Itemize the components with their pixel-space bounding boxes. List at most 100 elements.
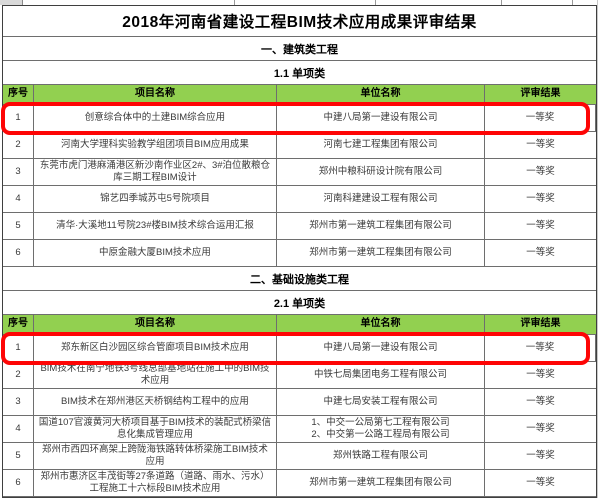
table-section: 二、基础设施类工程 2.1 单项类 序号 项目名称 单位名称 评审结果 1 郑东… bbox=[1, 267, 596, 497]
unit-name-cell: 郑州市第一建筑工程集团有限公司 bbox=[277, 213, 485, 239]
row-number-cell: 3 bbox=[3, 389, 34, 415]
table-row: 4 锦艺四季城苏屯5号院项目 河南科建建设工程有限公司 一等奖 bbox=[3, 186, 596, 213]
unit-line: 河南七建工程集团有限公司 bbox=[323, 139, 438, 151]
row-number-cell: 2 bbox=[3, 132, 34, 158]
row-number-cell: 5 bbox=[3, 443, 34, 469]
project-name-cell: 郑州市惠济区丰茂街等27条道路（道路、雨水、污水）工程施工十六标段BIM技术应用 bbox=[34, 470, 277, 496]
table-row: 5 郑州市西四环高架上跨陇海铁路转体桥梁施工BIM技术应用 郑州铁路工程有限公司… bbox=[3, 443, 596, 470]
table-row: 6 中原金融大厦BIM技术应用 郑州市第一建筑工程集团有限公司 一等奖 bbox=[3, 240, 596, 267]
table-row: 4 国道107官渡黄河大桥项目基于BIM技术的装配式桥梁信息化集成管理应用 1、… bbox=[3, 416, 596, 443]
column-header-row: 序号 项目名称 单位名称 评审结果 bbox=[3, 315, 596, 335]
project-name-cell: 郑东新区白沙园区综合管廊项目BIM技术应用 bbox=[34, 335, 277, 361]
unit-line: 河南科建建设工程有限公司 bbox=[323, 193, 438, 205]
review-result-cell: 一等奖 bbox=[526, 477, 555, 489]
unit-name-cell: 中建八局第一建设有限公司 bbox=[277, 335, 485, 361]
section-rows: 1 郑东新区白沙园区综合管廊项目BIM技术应用 中建八局第一建设有限公司 一等奖… bbox=[1, 332, 596, 497]
table-row: 3 BIM技术在郑州港区天桥钢结构工程中的应用 中建七局安装工程有限公司 一等奖 bbox=[3, 389, 596, 416]
unit-name-cell: 河南科建建设工程有限公司 bbox=[277, 186, 485, 212]
project-name-cell: 河南大学理科实验教学组团项目BIM应用成果 bbox=[34, 132, 277, 158]
unit-line: 郑州中粮科研设计院有限公司 bbox=[318, 166, 443, 178]
row-number-cell: 6 bbox=[3, 240, 34, 266]
unit-line: 郑州市第一建筑工程集团有限公司 bbox=[309, 220, 452, 232]
table-body: 一、建筑类工程 1.1 单项类 序号 项目名称 单位名称 评审结果 1 创意综合… bbox=[1, 37, 596, 497]
section-rows: 1 创意综合体中的土建BIM综合应用 中建八局第一建设有限公司 一等奖 2 河南… bbox=[1, 102, 596, 267]
grid-line bbox=[572, 0, 573, 5]
row-number-cell: 4 bbox=[3, 416, 34, 442]
project-name-cell: 国道107官渡黄河大桥项目基于BIM技术的装配式桥梁信息化集成管理应用 bbox=[34, 416, 277, 442]
project-name-cell: 郑州市西四环高架上跨陇海铁路转体桥梁施工BIM技术应用 bbox=[34, 443, 277, 469]
clipped-row-above bbox=[0, 0, 600, 5]
grid-line bbox=[501, 0, 502, 5]
row-number-cell: 5 bbox=[3, 213, 34, 239]
column-header-result: 评审结果 bbox=[520, 88, 561, 100]
review-result-cell: 一等奖 bbox=[526, 423, 555, 435]
unit-name-cell: 中建七局安装工程有限公司 bbox=[277, 389, 485, 415]
column-header-unit: 单位名称 bbox=[277, 315, 485, 334]
unit-name-cell: 郑州市第一建筑工程集团有限公司 bbox=[277, 470, 485, 496]
column-header-no: 序号 bbox=[3, 85, 34, 104]
row-header-stub bbox=[0, 0, 23, 5]
row-number-cell: 6 bbox=[3, 470, 34, 496]
row-number-cell: 4 bbox=[3, 186, 34, 212]
row-number-cell: 1 bbox=[3, 105, 34, 131]
unit-line: 中建八局第一建设有限公司 bbox=[323, 342, 438, 354]
row-number-cell: 2 bbox=[3, 362, 34, 388]
review-result-cell: 一等奖 bbox=[526, 396, 555, 408]
column-header-project: 项目名称 bbox=[34, 85, 277, 104]
grid-line bbox=[234, 0, 235, 5]
unit-name-cell: 郑州铁路工程有限公司 bbox=[277, 443, 485, 469]
unit-line: 1、中交一公局第七工程有限公司 bbox=[311, 417, 450, 429]
sheet-gridline-right bbox=[597, 0, 598, 498]
review-result-cell: 一等奖 bbox=[526, 369, 555, 381]
table-row: 6 郑州市惠济区丰茂街等27条道路（道路、雨水、污水）工程施工十六标段BIM技术… bbox=[3, 470, 596, 497]
table-row: 1 郑东新区白沙园区综合管廊项目BIM技术应用 中建八局第一建设有限公司 一等奖 bbox=[1, 332, 596, 365]
table-row: 1 创意综合体中的土建BIM综合应用 中建八局第一建设有限公司 一等奖 bbox=[1, 102, 596, 135]
unit-name-cell: 中铁七局集团电务工程有限公司 bbox=[277, 362, 485, 388]
table-row: 2 河南大学理科实验教学组团项目BIM应用成果 河南七建工程集团有限公司 一等奖 bbox=[3, 132, 596, 159]
unit-line: 中建八局第一建设有限公司 bbox=[323, 112, 438, 124]
page-title: 2018年河南省建设工程BIM技术应用成果评审结果 bbox=[3, 6, 596, 37]
column-header-unit: 单位名称 bbox=[277, 85, 485, 104]
unit-line: 郑州市第一建筑工程集团有限公司 bbox=[309, 247, 452, 259]
unit-name-cell: 1、中交一公局第七工程有限公司 2、中交第一公路工程局有限公司 bbox=[277, 416, 485, 442]
grid-line bbox=[375, 0, 376, 5]
review-result-cell: 一等奖 bbox=[526, 220, 555, 232]
table-row: 3 东莞市虎门港麻涌港区新沙南作业区2#、3#泊位散粮仓库三期工程BIM设计 郑… bbox=[3, 159, 596, 186]
table-section: 一、建筑类工程 1.1 单项类 序号 项目名称 单位名称 评审结果 1 创意综合… bbox=[1, 37, 596, 267]
unit-line: 2、中交第一公路工程局有限公司 bbox=[311, 429, 450, 440]
row-number-cell: 3 bbox=[3, 159, 34, 185]
section-subheading: 1.1 单项类 bbox=[3, 61, 596, 85]
project-name-cell: 中原金融大厦BIM技术应用 bbox=[34, 240, 277, 266]
unit-line: 中铁七局集团电务工程有限公司 bbox=[313, 369, 447, 381]
table-row: 5 清华·大溪地11号院23#楼BIM技术综合运用汇报 郑州市第一建筑工程集团有… bbox=[3, 213, 596, 240]
review-result-cell: 一等奖 bbox=[526, 166, 555, 178]
review-result-cell: 一等奖 bbox=[526, 247, 555, 259]
column-header-row: 序号 项目名称 单位名称 评审结果 bbox=[3, 85, 596, 105]
unit-line: 中建七局安装工程有限公司 bbox=[323, 396, 438, 408]
table-row: 2 BIM技术在南宁地铁3号线总部基地站在施工中的BIM技术应用 中铁七局集团电… bbox=[3, 362, 596, 389]
project-name-cell: BIM技术在南宁地铁3号线总部基地站在施工中的BIM技术应用 bbox=[34, 362, 277, 388]
review-result-cell: 一等奖 bbox=[485, 335, 596, 361]
project-name-cell: BIM技术在郑州港区天桥钢结构工程中的应用 bbox=[34, 389, 277, 415]
review-result-cell: 一等奖 bbox=[485, 105, 596, 131]
section-subheading: 2.1 单项类 bbox=[3, 291, 596, 315]
project-name-cell: 东莞市虎门港麻涌港区新沙南作业区2#、3#泊位散粮仓库三期工程BIM设计 bbox=[34, 159, 277, 185]
unit-line: 郑州市第一建筑工程集团有限公司 bbox=[309, 477, 452, 489]
project-name-cell: 锦艺四季城苏屯5号院项目 bbox=[34, 186, 277, 212]
section-heading: 一、建筑类工程 bbox=[3, 37, 596, 61]
column-header-result: 评审结果 bbox=[520, 318, 561, 330]
project-name-cell: 清华·大溪地11号院23#楼BIM技术综合运用汇报 bbox=[34, 213, 277, 239]
section-heading: 二、基础设施类工程 bbox=[3, 267, 596, 291]
unit-name-cell: 郑州中粮科研设计院有限公司 bbox=[277, 159, 485, 185]
column-header-project: 项目名称 bbox=[34, 315, 277, 334]
unit-name-cell: 河南七建工程集团有限公司 bbox=[277, 132, 485, 158]
review-result-cell: 一等奖 bbox=[526, 193, 555, 205]
row-number-cell: 1 bbox=[3, 335, 34, 361]
results-table: 2018年河南省建设工程BIM技术应用成果评审结果 一、建筑类工程 1.1 单项… bbox=[1, 5, 597, 498]
column-header-no: 序号 bbox=[3, 315, 34, 334]
unit-name-cell: 郑州市第一建筑工程集团有限公司 bbox=[277, 240, 485, 266]
unit-line: 郑州铁路工程有限公司 bbox=[332, 450, 428, 462]
review-result-cell: 一等奖 bbox=[526, 450, 555, 462]
review-result-cell: 一等奖 bbox=[526, 139, 555, 151]
